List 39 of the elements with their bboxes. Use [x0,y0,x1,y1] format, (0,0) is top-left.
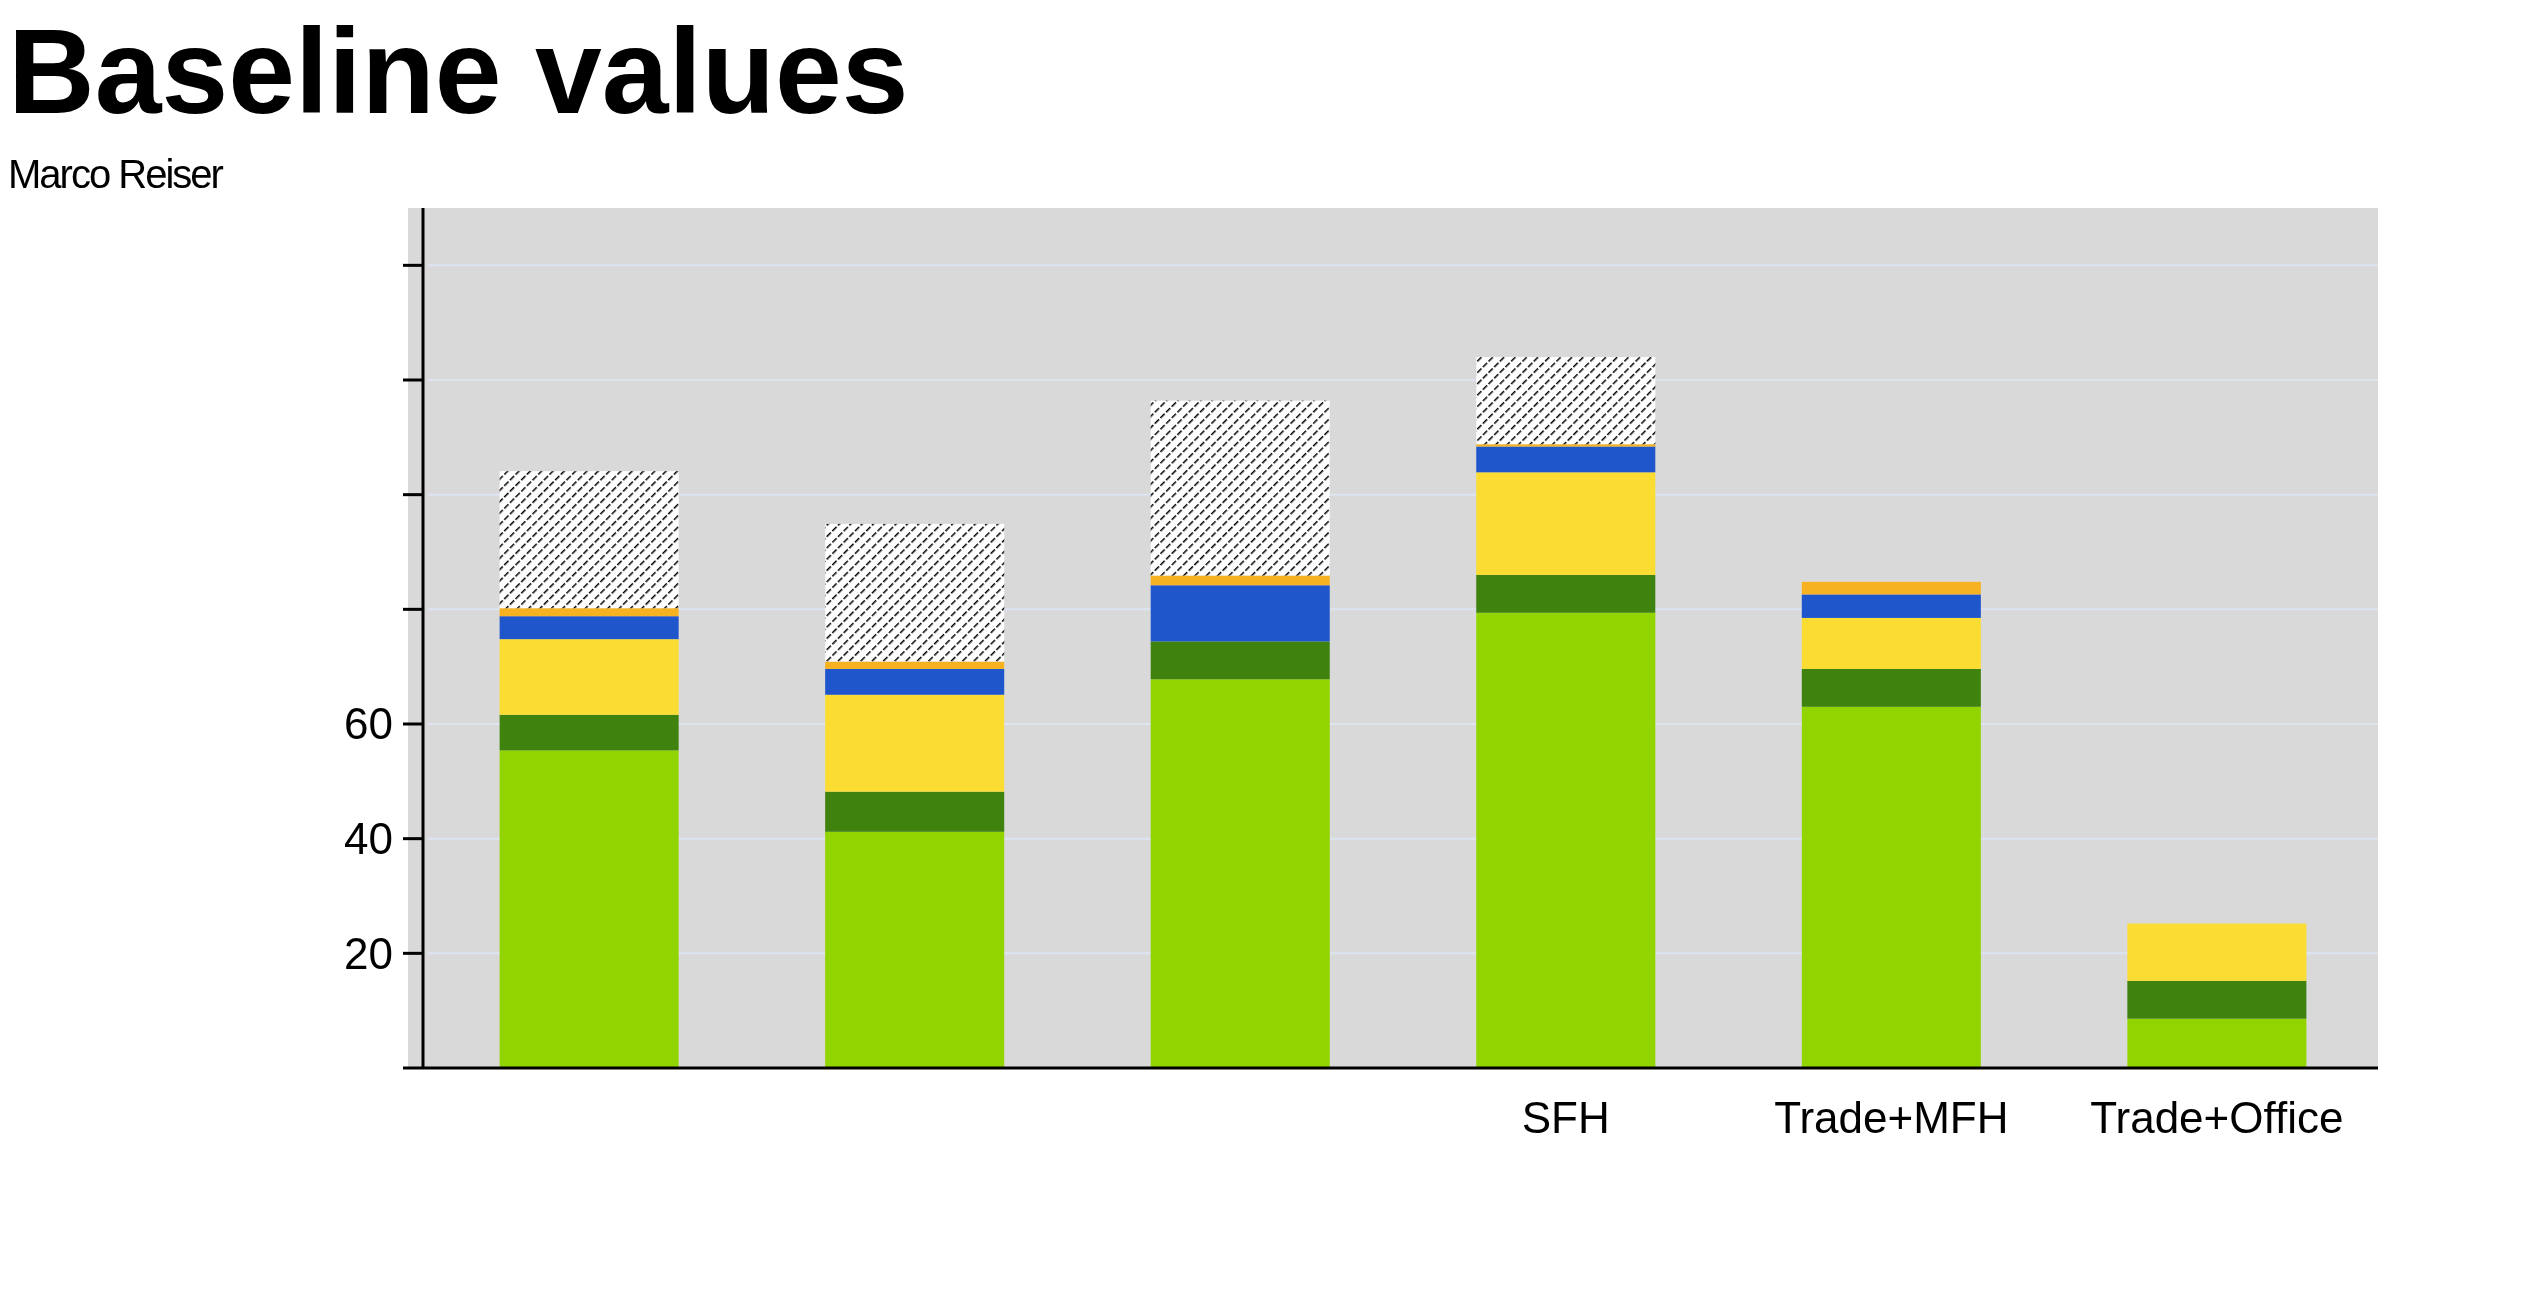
bar [1476,574,1656,613]
bar [499,471,679,609]
bar [1476,357,1656,445]
bar [2127,1018,2307,1068]
chart-title: Baseline values [8,4,909,138]
y-tick-label: 60 [344,699,393,749]
bar [1801,706,1981,1068]
bar [825,791,1005,832]
chart-subtitle: Marco Reiser [8,152,224,196]
bar [499,714,679,751]
bar [825,523,1005,662]
bar [825,694,1005,792]
y-tick-label: 40 [344,814,393,864]
bar [825,831,1005,1068]
bar [1150,585,1330,642]
bar [2127,923,2307,981]
bar [2127,980,2307,1019]
bar [1801,617,1981,669]
bar [1150,400,1330,576]
bar [1801,594,1981,618]
bar [825,668,1005,695]
bar [1476,446,1656,473]
bar [1801,668,1981,707]
x-tick-label: Trade+Office [2090,1093,2344,1142]
bar [1150,575,1330,586]
bar [499,639,679,715]
y-tick-label: 20 [344,928,393,978]
bar [1150,641,1330,680]
bar [825,661,1005,669]
bar [1801,581,1981,595]
x-tick-label: SFH [1521,1093,1610,1142]
x-tick-label: Trade+MFH [1774,1093,2009,1142]
bar [1476,472,1656,575]
bar [499,750,679,1068]
bar [1476,444,1656,447]
bar [499,616,679,640]
bar [1150,679,1330,1068]
bar [1476,612,1656,1068]
bar [499,608,679,617]
